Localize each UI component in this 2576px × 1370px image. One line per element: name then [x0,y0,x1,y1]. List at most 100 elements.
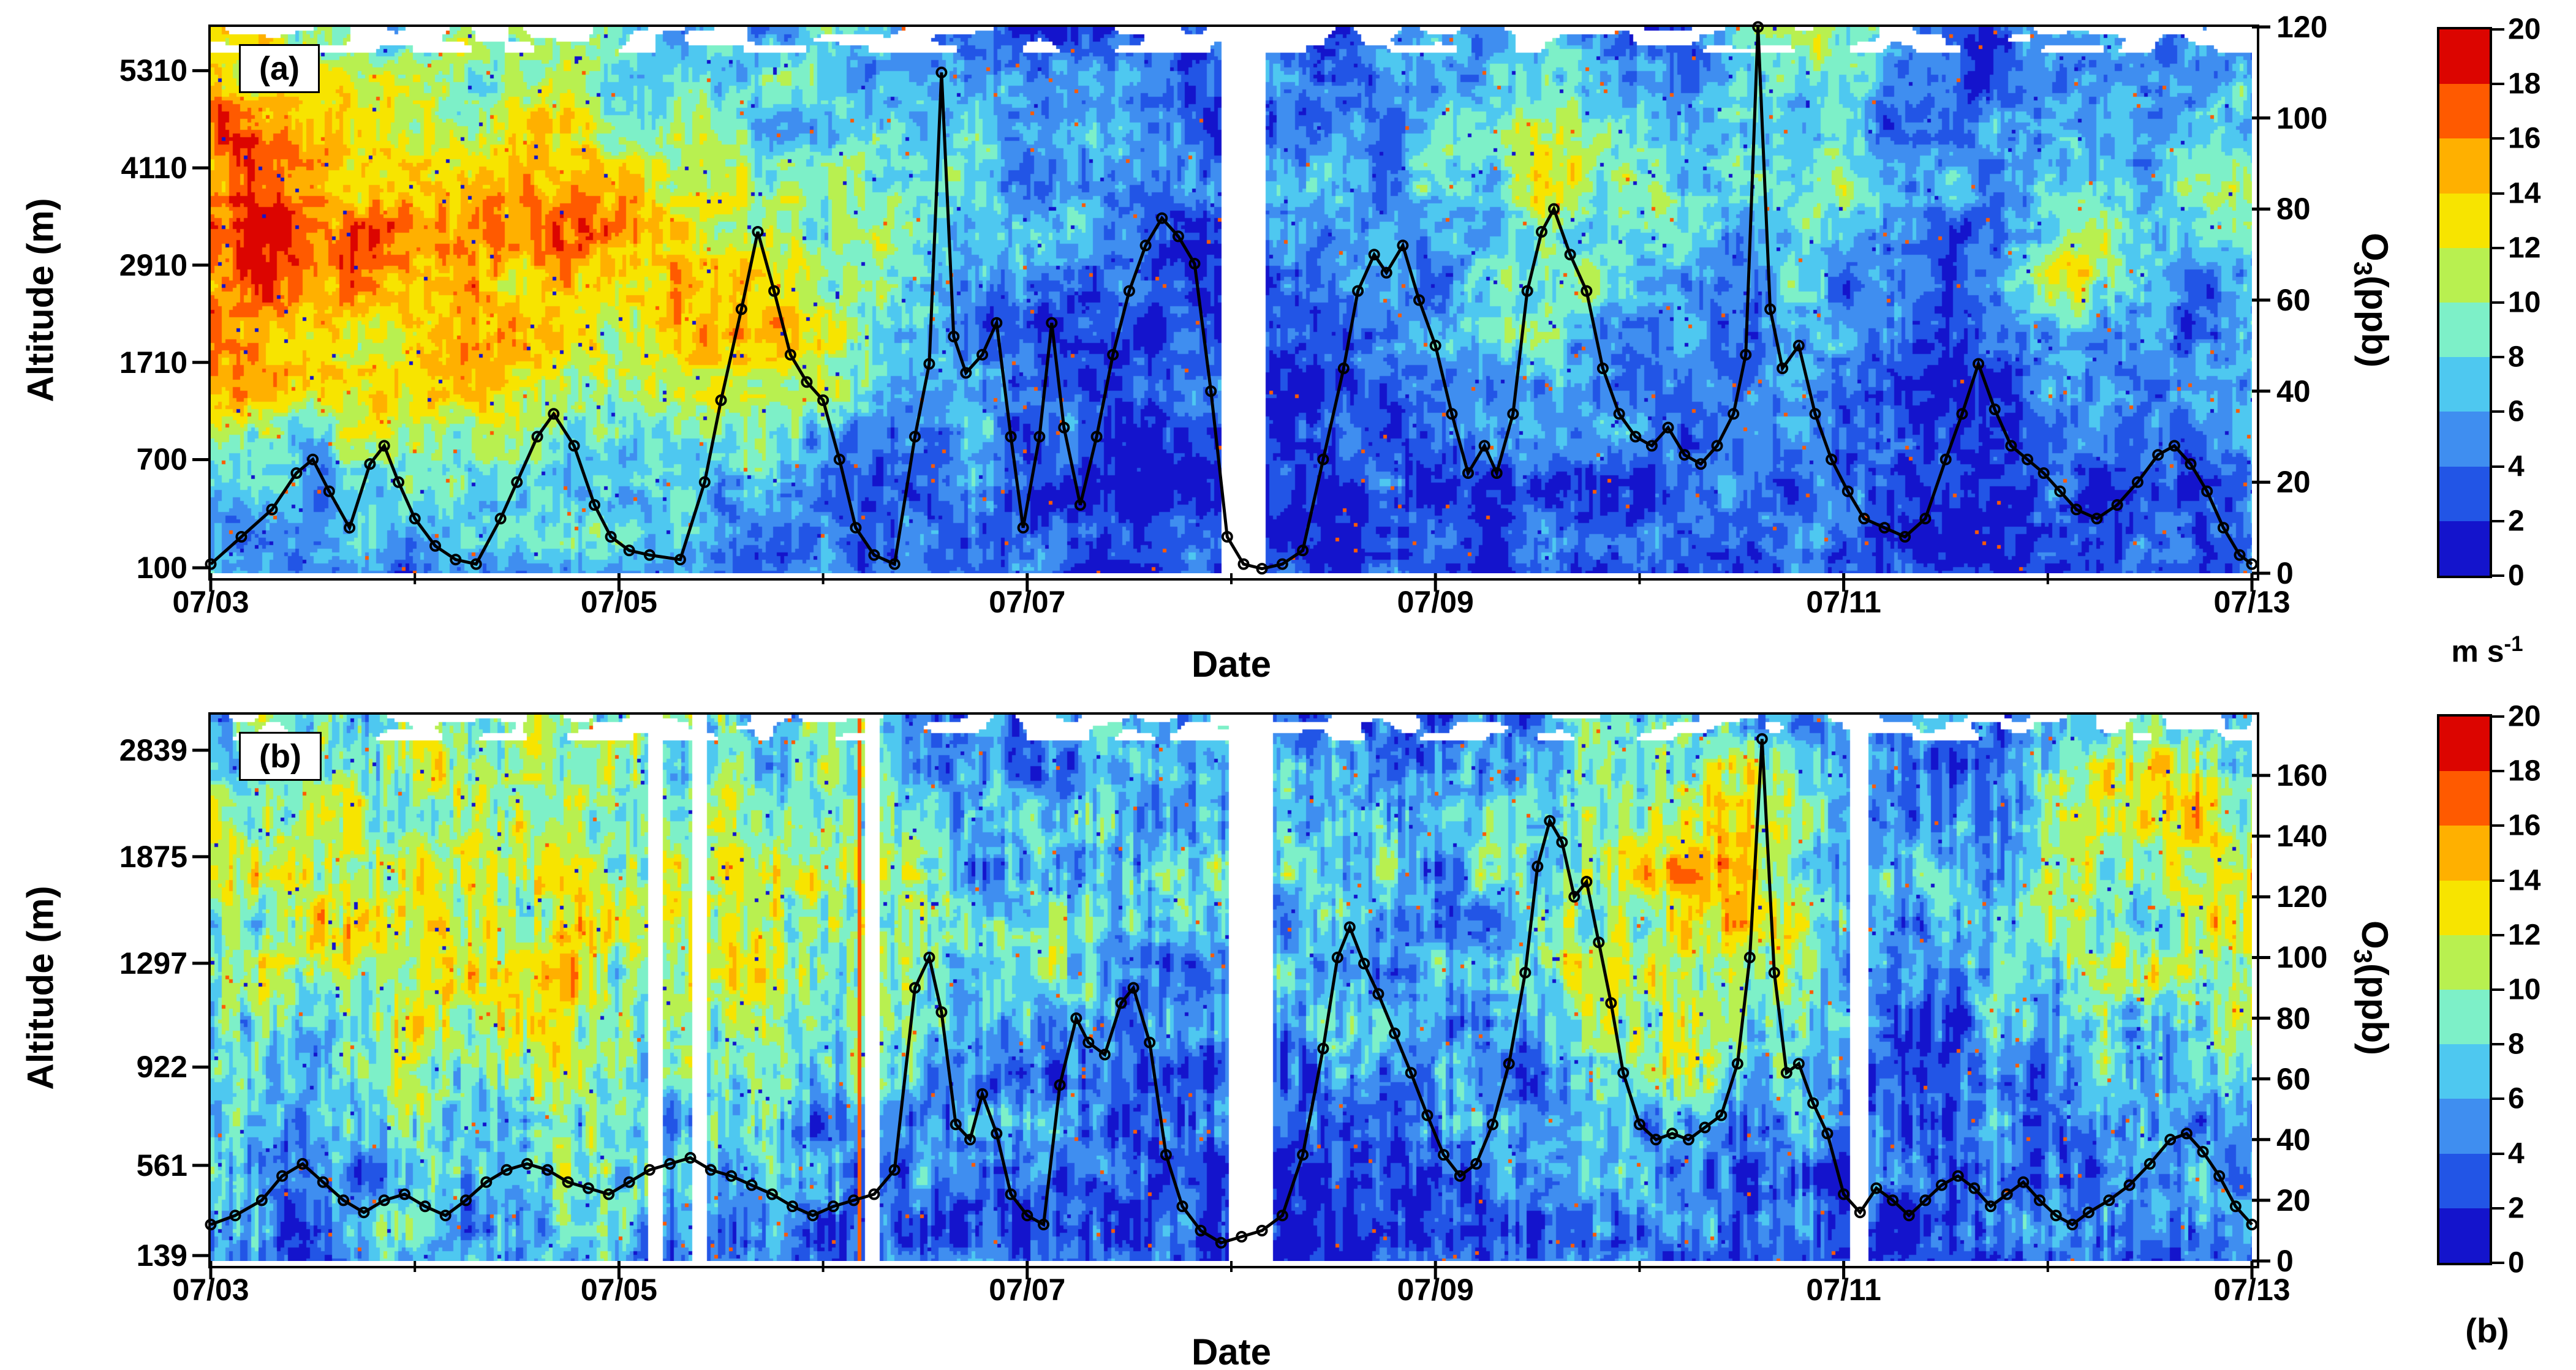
o3-data-marker [1237,558,1250,570]
colorbar-segment [2439,247,2490,303]
o3-data-marker [935,66,948,78]
o3-data-marker [735,303,747,315]
wind-colorbar-a [2437,27,2492,578]
o3-data-marker [1731,1058,1743,1070]
o3-data-marker [923,358,935,370]
o3-data-marker [1841,485,1854,497]
colorbar-tick-label: 10 [2508,286,2541,319]
o3-data-marker [1337,363,1350,374]
o3-data-marker [1752,21,1764,33]
o3-data-marker [1821,1127,1834,1140]
colorbar-tick-label: 16 [2508,122,2541,155]
o3-data-marker [1858,513,1870,525]
o3-data-marker [1756,733,1768,745]
o3-data-marker [698,476,711,488]
o3-data-marker [1368,249,1380,261]
o3-data-marker [784,348,796,361]
colorbar-segment [2439,717,2490,772]
y-axis-title-b: Altitude (m) [20,886,61,1090]
y-tick-label: 100 [136,551,187,585]
o3-data-marker [1090,431,1103,443]
colorbar-tick [2492,1206,2504,1210]
colorbar-tick-label: 12 [2508,919,2541,952]
o3-line-series [210,739,2253,1245]
y-tick-label: 561 [136,1148,187,1183]
o3-data-marker [2144,1157,2156,1170]
colorbar-tick [2492,192,2504,195]
o3-data-marker [419,1200,431,1213]
o3-data-marker [850,522,862,534]
o3-data-marker [603,1188,615,1200]
o3-data-marker [1139,239,1152,252]
o3-data-marker [1429,339,1441,352]
o3-data-marker [1205,385,1217,397]
o3-data-marker [868,1188,880,1200]
o3-data-marker [1596,363,1609,374]
o3-data-marker [1593,936,1605,949]
o3-data-marker [1521,285,1533,297]
o3-data-marker [1548,203,1560,215]
o3-data-marker [1098,1048,1111,1061]
o3-label-rest: (ppb) [2354,276,2395,367]
o3-data-marker [1462,467,1474,479]
y-tick-label: 1875 [119,839,187,874]
o3-data-marker [1536,226,1547,238]
colorbar-tick-label: 20 [2508,700,2541,733]
o3-tick-label: 20 [2276,465,2311,500]
o3-tick-label: 0 [2276,556,2294,590]
o3-data-marker [1854,1206,1866,1219]
o3-data-marker [746,1179,758,1191]
colorbar-tick-label: 0 [2508,559,2525,592]
o3-data-marker [344,522,356,534]
o3-data-marker [307,453,319,465]
colorbar-tick-label: 4 [2508,1137,2525,1170]
y-tick-label: 2839 [119,732,187,767]
colorbar-tick [2492,1097,2504,1101]
o3-data-marker [1317,1042,1329,1055]
o3-data-marker [2066,1219,2079,1230]
colorbar-tick [2492,1043,2504,1046]
colorbar-tick-label: 6 [2508,395,2525,428]
colorbar-tick [2492,879,2504,882]
o3-data-marker [1317,453,1329,465]
o3-data-marker [1630,431,1642,443]
o3-tick-label: 100 [2276,100,2328,135]
o3-data-marker [511,476,523,488]
o3-data-marker [588,499,600,511]
o3-data-marker [1405,1067,1417,1079]
colorbar-tick-label: 16 [2508,809,2541,842]
y-tick-label: 1710 [119,345,187,380]
y-tick-label: 5310 [119,53,187,88]
x-tick-label: 07/03 [172,585,249,619]
o3-data-marker [1826,453,1838,465]
o3-data-marker [364,458,376,470]
o3-data-marker [2131,476,2144,488]
o3-tick-label: 100 [2276,940,2328,975]
o3-data-marker [542,1164,554,1176]
o3-data-marker [1956,408,1968,420]
o3-data-marker [1297,544,1309,557]
o3-data-marker [1556,836,1568,848]
colorbar-tick [2492,988,2504,991]
x-axis-title-b: Date [1191,1331,1272,1370]
o3-tick-label: 40 [2276,374,2311,408]
o3-data-marker [1899,531,1911,543]
o3-data-marker [623,1176,635,1188]
o3-data-marker [1276,558,1288,570]
colorbar-tick [2492,519,2504,522]
o3-data-marker [1809,408,1821,420]
o3-data-marker [1115,997,1127,1009]
colorbar-tick-label: 8 [2508,1028,2525,1061]
o3-data-marker [976,348,988,361]
colorbar-b-label: (b) [2465,1311,2509,1350]
o3-data-marker [429,540,441,552]
o3-data-marker [950,1118,962,1131]
o3-data-marker [1564,249,1576,261]
o3-data-marker [393,476,404,488]
x-tick-label: 07/05 [580,585,657,619]
colorbar-segment [2439,1044,2490,1099]
o3-data-marker [991,317,1003,329]
colorbar-tick [2492,933,2504,936]
x-tick-label: 07/03 [172,1273,249,1307]
o3-data-marker [2005,440,2017,452]
